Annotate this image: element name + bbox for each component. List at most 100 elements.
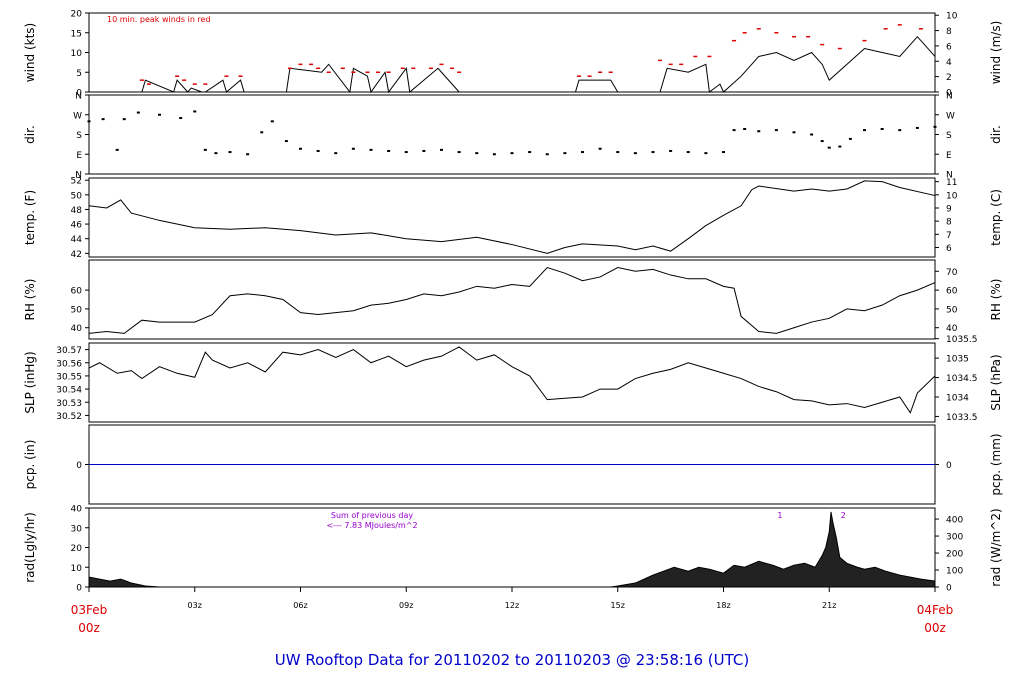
right-tick-label: 1034.5 [946,374,978,384]
data-point [545,153,549,156]
left-tick-label: 46 [71,221,83,231]
data-line [89,35,936,94]
x-tick-label: 15z [611,601,625,610]
left-axis-label: wind (kts) [23,23,37,82]
data-point [179,117,183,120]
left-tick-label: 60 [71,287,83,297]
left-tick-label: 30.56 [56,359,82,369]
x-tick-label: 21z [822,601,836,610]
right-tick-label: 2 [946,73,952,83]
data-point [722,151,725,154]
right-tick-label: 300 [946,533,963,543]
data-point [774,129,778,132]
data-point [334,152,338,155]
right-tick-label: 40 [946,324,958,334]
data-point [122,118,126,121]
radiation-sum-annotation: <--- 7.83 MJoules/m^2 [326,521,417,530]
data-point [792,131,796,134]
panel-frame [88,12,936,93]
data-point [598,147,602,150]
data-point [616,151,620,154]
data-point [228,151,232,154]
data-point [581,151,584,154]
right-tick-label: 10 [946,191,958,201]
panel-frame [88,177,936,258]
right-tick-label: 0 [946,89,952,99]
data-point [528,151,532,154]
x-tick-label: 03z [188,601,202,610]
right-tick-label: 60 [946,287,958,297]
data-point [563,152,567,155]
radiation-marker: 1 [777,511,782,520]
left-tick-label: 52 [71,177,82,187]
left-tick-label: S [76,131,82,141]
right-tick-label: 1035.5 [946,335,978,345]
data-point [933,125,937,128]
left-tick-label: 44 [71,235,83,245]
left-tick-label: 20 [71,544,83,554]
left-tick-label: 50 [71,305,83,315]
data-line [88,180,936,254]
right-tick-label: W [946,111,955,121]
left-tick-label: 10 [71,49,83,59]
left-tick-label: 40 [71,324,83,334]
right-tick-label: 9 [946,204,952,214]
data-point [404,151,408,154]
data-point [651,151,655,154]
data-point [827,146,831,149]
data-point [898,129,902,132]
data-point [260,131,264,134]
x-start-date-label: 03Feb [71,603,108,617]
panel-precip: 0 0 pcp. (in) pcp. (mm) [23,424,1003,505]
right-axis-label: temp. (C) [989,189,1003,246]
x-end-hour-label: 00z [924,621,946,635]
left-tick-label: E [76,151,82,161]
left-tick-label: 10 [71,564,83,574]
data-point [743,128,747,131]
data-point [848,137,852,140]
data-point [457,151,461,154]
right-tick-label: 100 [946,567,963,577]
left-axis-label: RH (%) [23,279,37,321]
left-tick-label: 30.54 [56,386,82,396]
right-tick-label: 8 [946,218,952,228]
x-start-hour-label: 00z [78,621,100,635]
right-tick-label: E [946,151,952,161]
right-axis-label: dir. [989,125,1003,144]
data-point [158,113,161,116]
left-tick-label: N [75,92,82,102]
right-tick-label: 200 [946,550,963,560]
data-point [136,111,140,114]
data-point [422,149,426,152]
x-axis: 03z 06z 09z 12z 15z 18z 21z 03Feb 00z 04Feb 00z [71,587,953,635]
left-axis-label: pcp. (in) [23,440,37,490]
right-tick-label: 4 [946,58,952,68]
right-axis-label: SLP (hPa) [989,354,1003,410]
data-point [492,153,496,156]
left-tick-label: 30.52 [56,412,82,422]
left-tick-label: 15 [71,29,82,39]
right-tick-label: 8 [946,27,952,37]
x-tick-label: 12z [505,601,519,610]
data-point [863,129,866,132]
left-axis-label: SLP (inHg) [23,351,37,413]
right-axis-label: pcp. (mm) [989,433,1003,495]
chart-footer-title: UW Rooftop Data for 20110202 to 20110203… [274,651,750,669]
panel-frame [88,94,936,175]
right-tick-label: 70 [946,268,958,278]
data-point [214,152,218,155]
left-tick-label: N [75,171,82,181]
panel-rh: 40 50 60 40 50 60 70 RH (%) RH (%) [23,259,1003,340]
data-point [757,130,761,133]
right-tick-label: 10 [946,12,958,22]
left-tick-label: 30.55 [56,372,82,382]
data-point [387,149,391,152]
right-axis-label: rad (W/m^2) [989,508,1003,586]
data-point [440,148,443,151]
panel-wind: 0 5 10 15 20 0 2 4 6 8 10 wind (kts) wind (m/s) 10 mi… [23,10,1003,99]
left-tick-label: 30 [71,524,83,534]
x-tick-label: 06z [293,601,307,610]
data-point [316,149,320,152]
data-point [369,148,373,151]
